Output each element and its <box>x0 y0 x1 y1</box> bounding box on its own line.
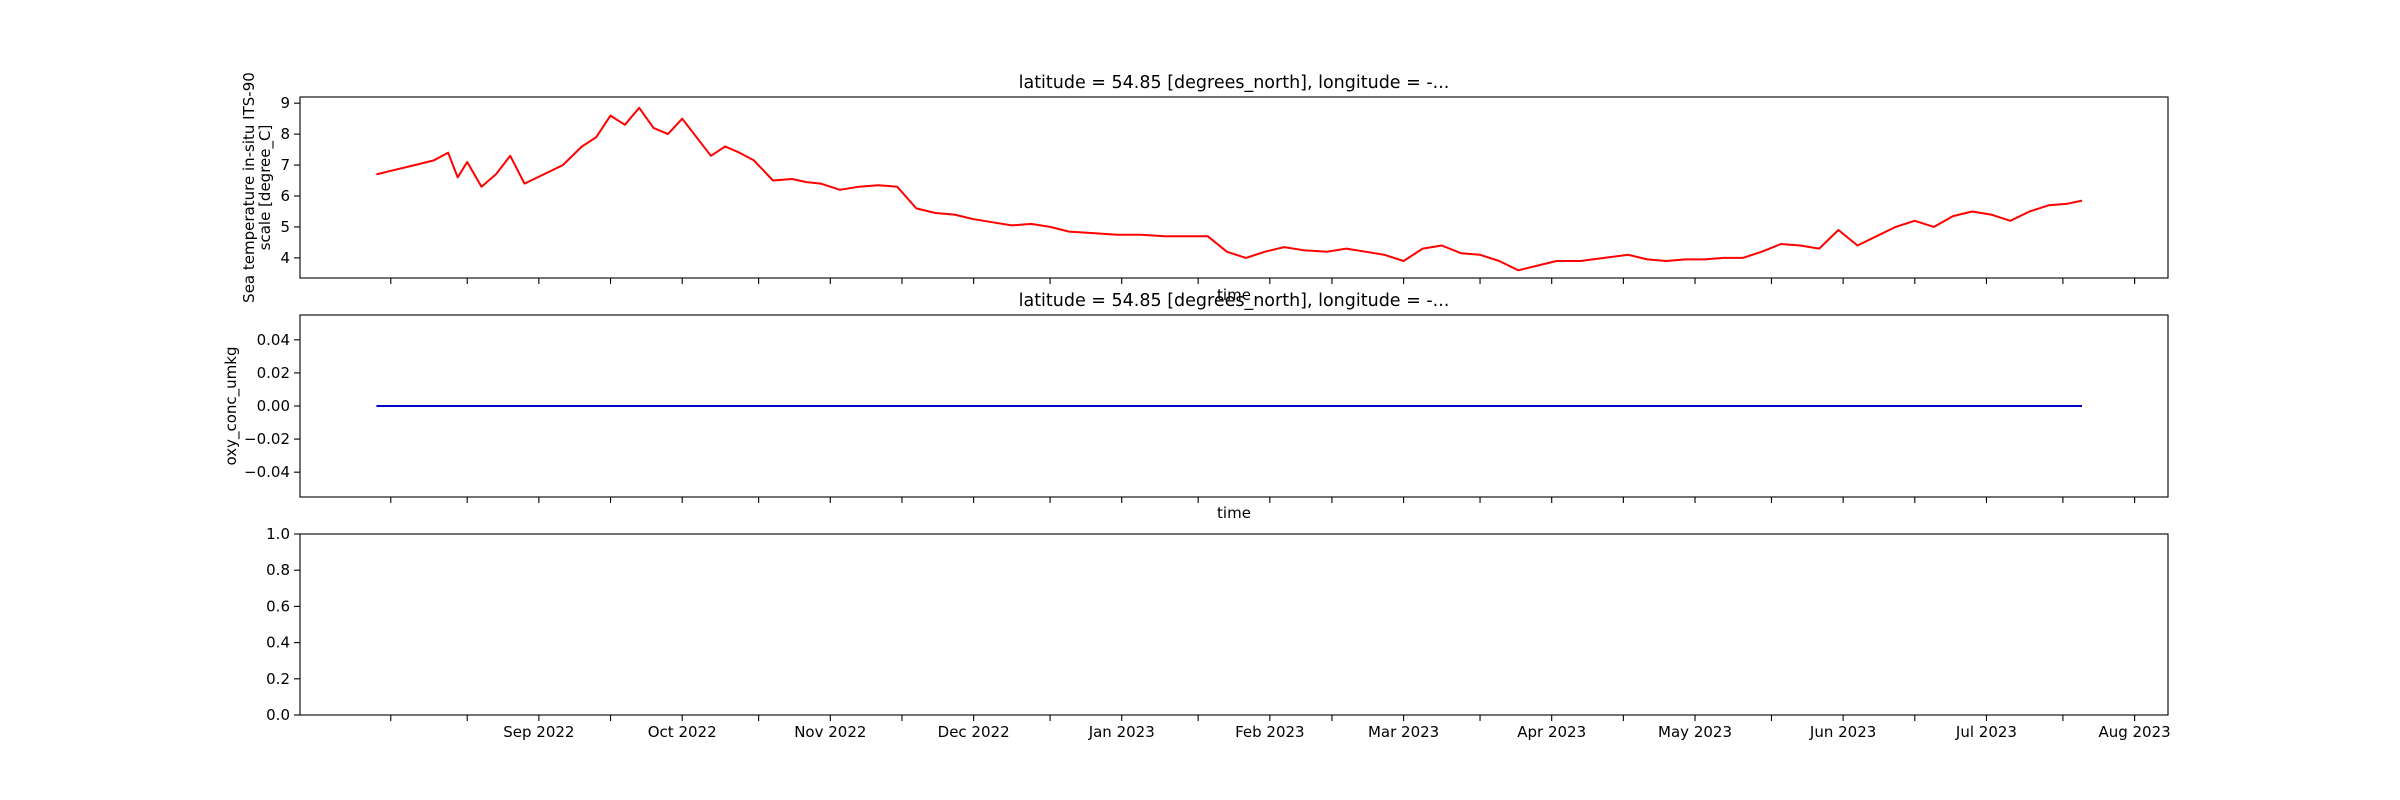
y-axis-label: Sea temperature in-situ ITS-90 <box>240 72 258 303</box>
y-axis-label: oxy_conc_umkg <box>222 347 241 466</box>
subplot-1: 4 5 6 7 8 9 latitude = 54.85 [degrees_north], … <box>240 72 2169 304</box>
y-tick-label: 5 <box>280 218 290 236</box>
y-tick-label: 4 <box>280 249 290 267</box>
y-tick-label: 0.00 <box>257 397 290 415</box>
y-axis-label: scale [degree_C] <box>256 125 275 251</box>
y-tick-label: 9 <box>280 94 290 112</box>
axes-frame <box>299 96 2169 279</box>
x-tick-label: Jul 2023 <box>1955 723 2017 741</box>
x-tick-label: May 2023 <box>1658 723 1732 741</box>
y-tick-label: 7 <box>280 156 290 174</box>
x-tick-label: Sep 2022 <box>503 723 574 741</box>
x-tick-label: Dec 2022 <box>938 723 1010 741</box>
y-tick-label: 0.02 <box>257 364 290 382</box>
y-tick-label: 0.2 <box>266 670 290 688</box>
y-tick-label: −0.02 <box>244 430 290 448</box>
x-tick-label: Jun 2023 <box>1809 723 1876 741</box>
x-tick-label: Feb 2023 <box>1235 723 1305 741</box>
y-tick-label: 0.04 <box>257 331 290 349</box>
x-tick-label: Jan 2023 <box>1088 723 1155 741</box>
x-tick-label: Mar 2023 <box>1368 723 1439 741</box>
axes-frame <box>299 533 2169 716</box>
y-tick-label: 0.6 <box>266 597 290 615</box>
x-tick-label: Nov 2022 <box>794 723 866 741</box>
y-tick-label: 8 <box>280 125 290 143</box>
y-tick-label: −0.04 <box>244 463 290 481</box>
x-tick-label: Oct 2022 <box>648 723 717 741</box>
y-tick-label: 0.8 <box>266 561 290 579</box>
subplot-title: latitude = 54.85 [degrees_north], longit… <box>1019 291 1450 311</box>
subplot-2: −0.04 −0.02 0.00 0.02 0.04 latitude = 54.85 [… <box>222 291 2169 522</box>
x-axis-label: time <box>1217 504 1251 522</box>
subplot-title: latitude = 54.85 [degrees_north], longit… <box>1019 73 1450 93</box>
x-tick-label: Apr 2023 <box>1517 723 1586 741</box>
x-tick-label: Aug 2023 <box>2098 723 2170 741</box>
y-tick-label: 6 <box>280 187 290 205</box>
y-tick-label: 0.4 <box>266 634 290 652</box>
y-tick-label: 1.0 <box>266 525 290 543</box>
series-line-1 <box>376 106 2083 272</box>
subplot-3: 0.0 0.2 0.4 0.6 0.8 1.0 Sep 2022 Oct 2022 Nov 20… <box>266 525 2171 741</box>
x-axis-label: time <box>1217 286 1251 304</box>
y-tick-label: 0.0 <box>266 706 290 724</box>
